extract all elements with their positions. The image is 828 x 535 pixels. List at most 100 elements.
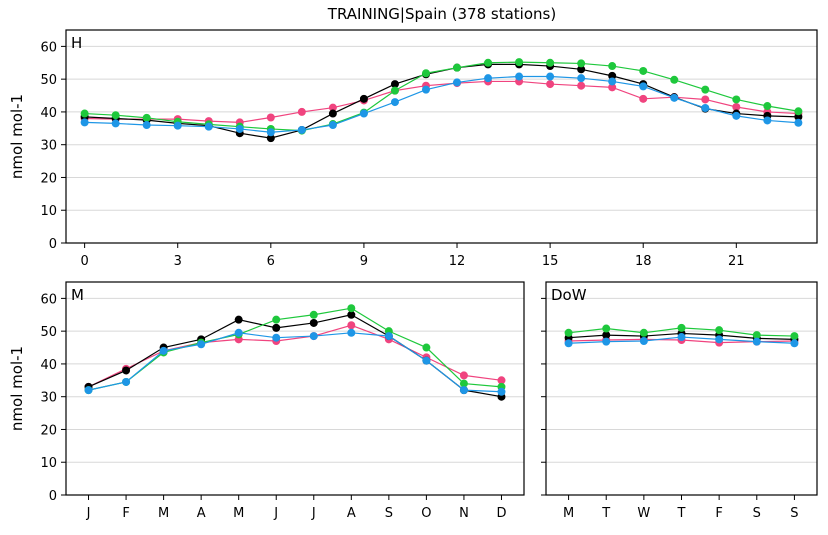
plot-frame xyxy=(65,29,818,244)
data-point-black xyxy=(266,134,275,143)
data-point-green xyxy=(670,75,679,84)
data-point-blue xyxy=(173,121,182,130)
data-point-blue xyxy=(752,337,761,346)
x-tick-label: S xyxy=(385,506,393,521)
x-tick-label: A xyxy=(347,506,356,521)
x-tick-label: 15 xyxy=(542,254,559,269)
data-point-green xyxy=(390,86,399,95)
data-point-green xyxy=(111,111,120,120)
x-tick-label: 6 xyxy=(267,254,275,269)
data-point-blue xyxy=(602,337,611,346)
x-tick-label: S xyxy=(790,506,798,521)
data-point-blue xyxy=(763,116,772,125)
x-tick-label: J xyxy=(86,506,91,521)
data-point-green xyxy=(142,113,151,122)
x-tick-label: 9 xyxy=(360,254,368,269)
data-point-blue xyxy=(484,74,493,83)
chart-title: TRAINING|Spain (378 stations) xyxy=(327,5,556,23)
data-point-blue xyxy=(272,333,281,342)
data-point-blue xyxy=(715,335,724,344)
x-tick-label: M xyxy=(563,506,574,521)
y-tick-label: 50 xyxy=(40,325,57,340)
data-point-pink xyxy=(497,376,506,385)
x-tick-label: 21 xyxy=(728,254,745,269)
data-point-blue xyxy=(515,72,524,81)
x-tick-label: 12 xyxy=(449,254,466,269)
data-point-blue xyxy=(794,118,803,127)
panel-label: DoW xyxy=(551,286,587,304)
panel-dow: M T W T F S S DoW xyxy=(541,281,818,521)
data-point-black xyxy=(390,80,399,89)
data-point-blue xyxy=(84,386,93,395)
data-point-blue xyxy=(564,339,573,348)
data-point-green xyxy=(577,59,586,68)
data-point-green xyxy=(80,109,89,118)
data-point-blue xyxy=(497,387,506,396)
x-tick-label: T xyxy=(677,506,686,521)
data-point-green xyxy=(732,95,741,104)
data-point-black xyxy=(602,331,611,340)
data-point-pink xyxy=(701,95,710,104)
data-point-blue xyxy=(204,122,213,131)
x-tick-label: J xyxy=(311,506,316,521)
data-point-pink xyxy=(328,103,337,112)
data-point-blue xyxy=(546,72,555,81)
panel-label: M xyxy=(71,286,84,304)
series-line-pink xyxy=(84,80,799,124)
data-point-green xyxy=(515,58,524,67)
series-green xyxy=(564,323,799,341)
data-point-blue xyxy=(347,328,356,337)
data-point-blue xyxy=(577,74,586,83)
data-point-blue xyxy=(608,77,617,86)
data-point-green xyxy=(715,326,724,335)
y-tick-label: 0 xyxy=(49,237,57,252)
data-point-pink xyxy=(546,80,555,89)
x-tick-label: F xyxy=(122,506,129,521)
y-tick-label: 10 xyxy=(40,204,57,219)
data-point-blue xyxy=(235,124,244,133)
data-point-green xyxy=(608,62,617,71)
data-point-black xyxy=(272,323,281,332)
y-tick-label: 10 xyxy=(40,456,57,471)
x-tick-label: T xyxy=(601,506,610,521)
data-point-blue xyxy=(732,111,741,120)
series-line-blue xyxy=(88,332,502,393)
data-point-green xyxy=(564,328,573,337)
y-tick-label: 50 xyxy=(40,73,57,88)
data-point-blue xyxy=(639,336,648,345)
series-pink xyxy=(80,77,803,127)
data-point-green xyxy=(421,69,430,78)
data-point-blue xyxy=(390,98,399,107)
x-tick-label: 3 xyxy=(174,254,182,269)
data-point-black xyxy=(122,366,131,375)
x-tick-label: D xyxy=(496,506,506,521)
y-tick-label: 30 xyxy=(40,139,57,154)
y-tick-label: 20 xyxy=(40,171,57,186)
data-point-green xyxy=(752,331,761,340)
series-black xyxy=(80,60,803,143)
data-point-blue xyxy=(639,82,648,91)
data-point-green xyxy=(790,332,799,341)
x-tick-label: 0 xyxy=(80,254,88,269)
series-line-pink xyxy=(88,324,502,388)
data-point-blue xyxy=(297,125,306,134)
data-point-black xyxy=(328,109,337,118)
data-point-green xyxy=(794,107,803,116)
series-blue xyxy=(84,328,506,396)
series-line-green xyxy=(84,61,799,132)
data-point-blue xyxy=(122,377,131,386)
x-tick-label: F xyxy=(715,506,722,521)
data-point-black xyxy=(234,315,243,324)
data-point-green xyxy=(677,323,686,332)
data-point-blue xyxy=(159,346,168,355)
x-tick-label: W xyxy=(637,506,650,521)
data-point-blue xyxy=(111,119,120,128)
data-point-blue xyxy=(359,109,368,118)
data-point-green xyxy=(639,328,648,337)
series-line-green xyxy=(88,307,502,391)
data-point-green xyxy=(701,85,710,94)
data-point-blue xyxy=(142,121,151,130)
x-tick-label: O xyxy=(421,506,431,521)
y-axis-label: nmol mol-1 xyxy=(8,346,26,431)
y-tick-label: 60 xyxy=(40,292,57,307)
